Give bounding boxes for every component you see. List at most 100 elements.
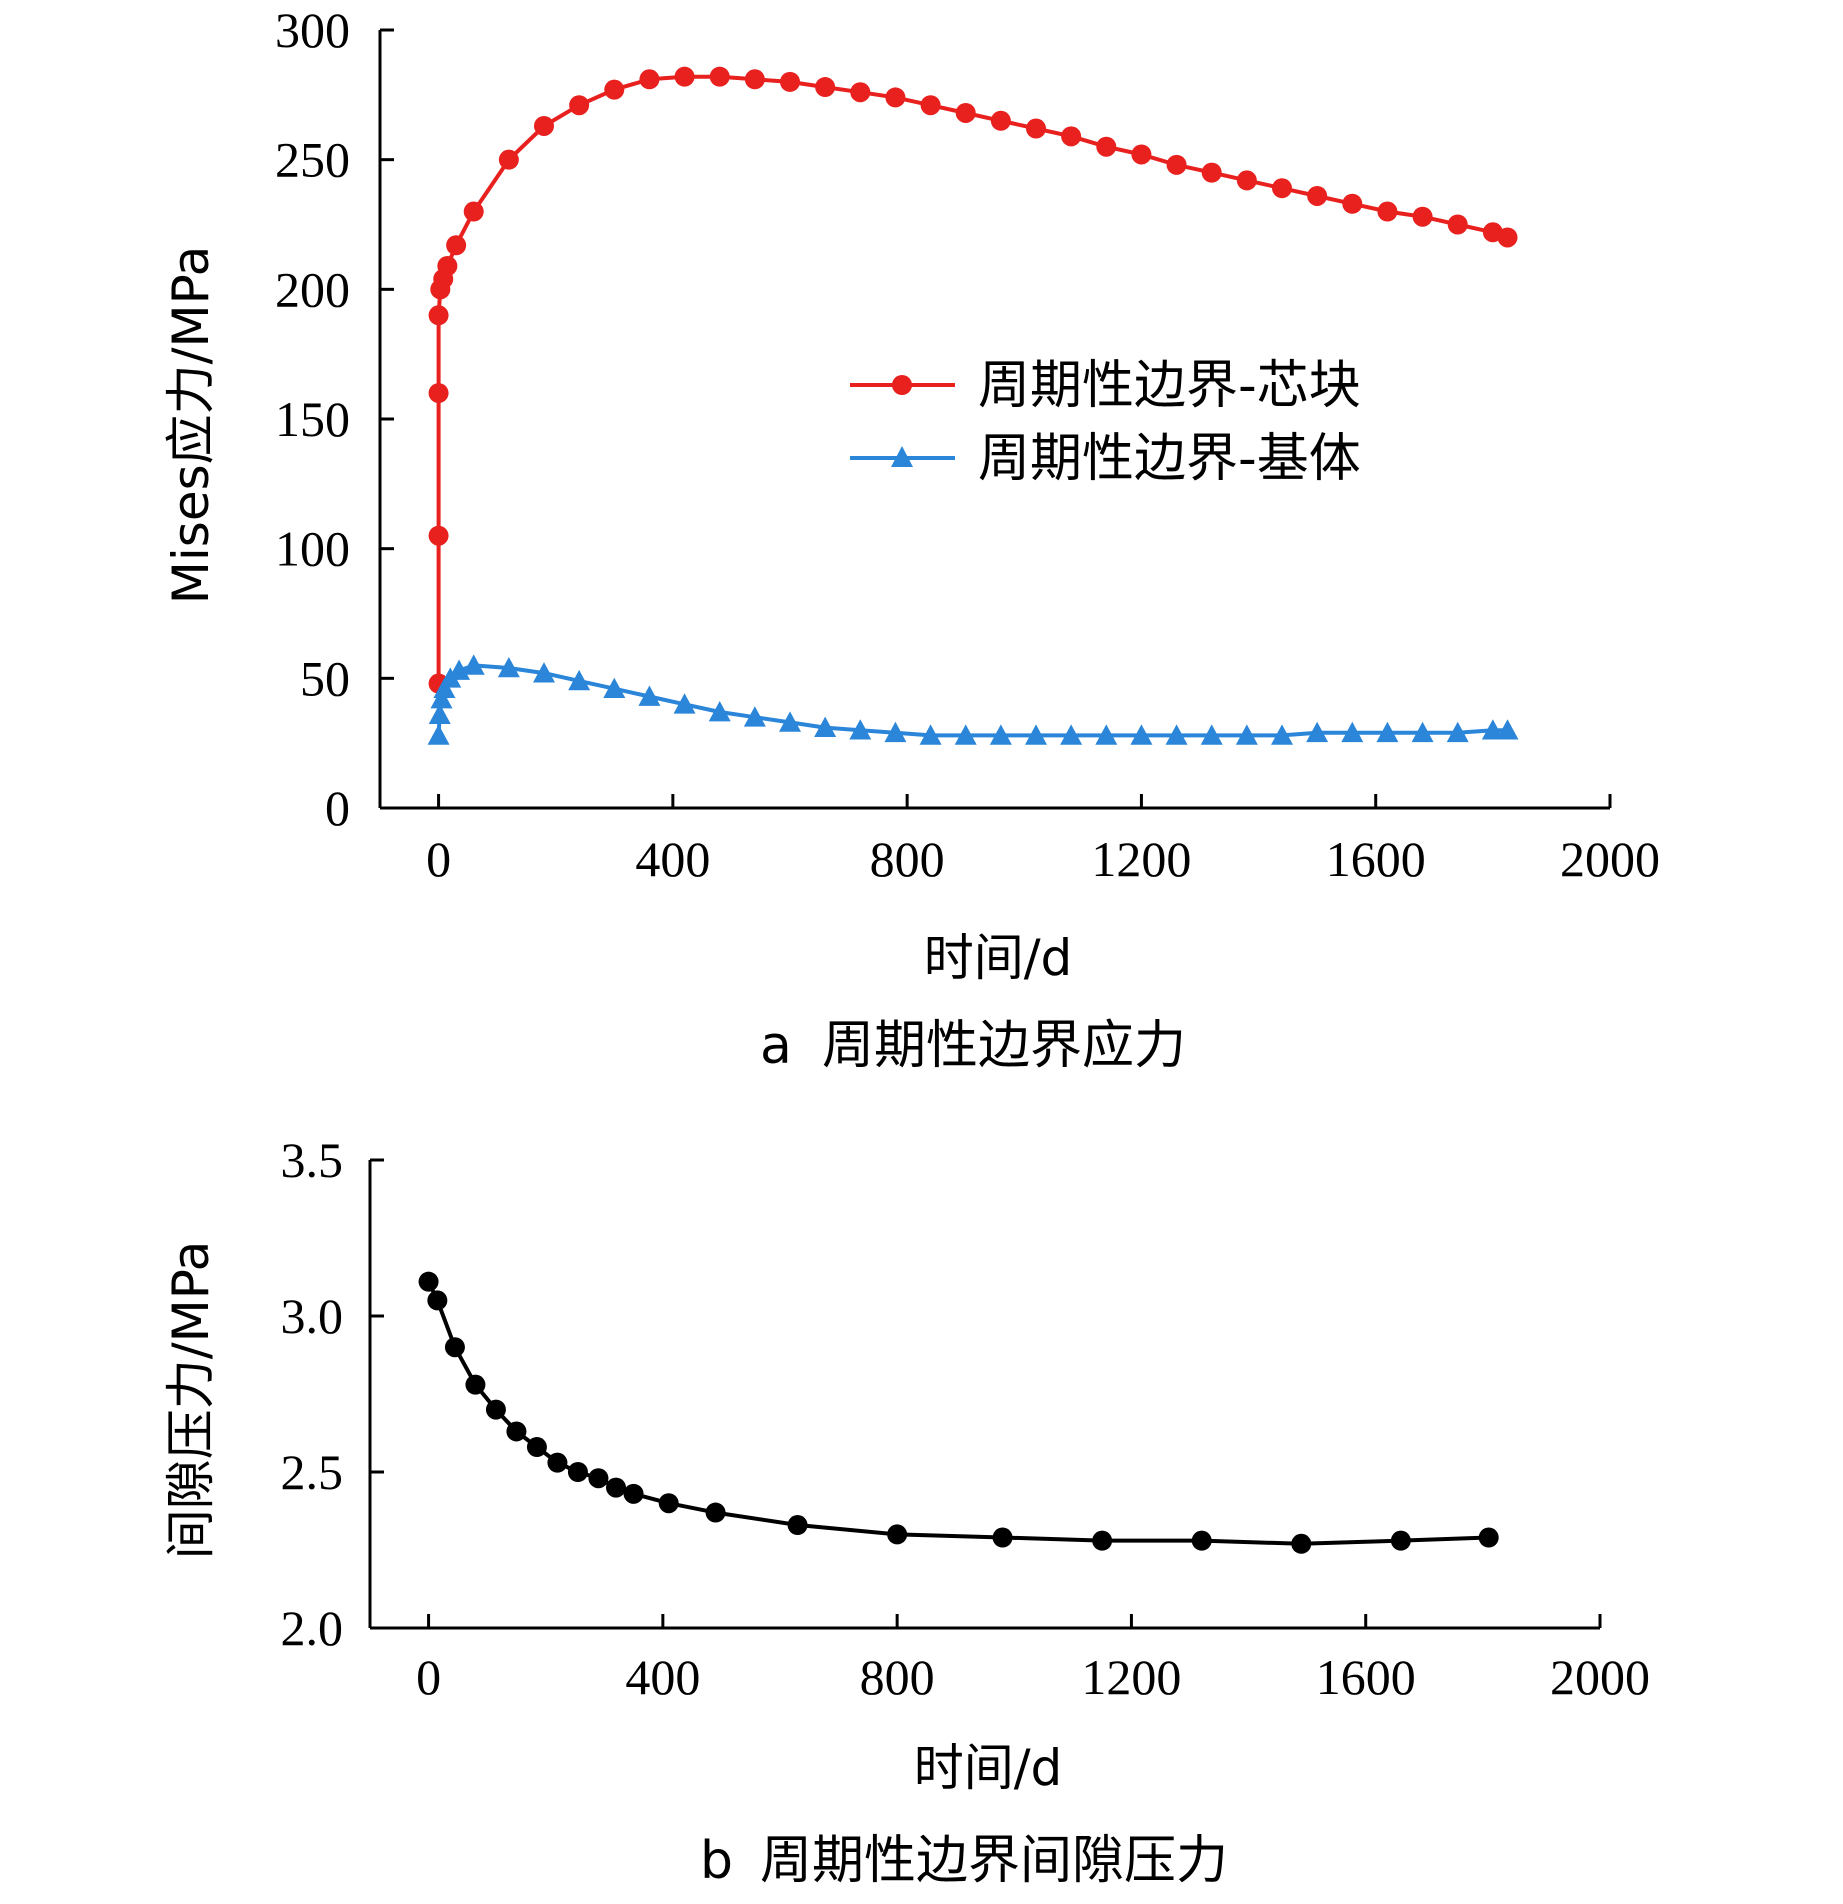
data-point <box>427 1290 448 1311</box>
y-tick-label: 50 <box>300 650 350 706</box>
data-point <box>465 1374 486 1395</box>
data-point <box>1377 201 1398 222</box>
data-point <box>1291 1533 1312 1554</box>
data-point <box>1341 721 1364 743</box>
data-point <box>418 1271 439 1292</box>
data-point <box>446 235 467 256</box>
data-point <box>588 1468 609 1489</box>
legend-core-marker <box>892 375 912 395</box>
data-point <box>1095 724 1118 745</box>
data-point <box>1026 118 1046 139</box>
data-point <box>1061 126 1082 147</box>
data-point <box>428 305 449 326</box>
data-point <box>1446 721 1469 743</box>
data-point <box>604 79 625 100</box>
chart-panel-a: 0 400 800 1200 1600 2000 0 50 100 150 200 250 300 Mi… <box>162 2 1660 1076</box>
legend-matrix-label: 周期性边界-基体 <box>978 429 1361 489</box>
data-point <box>744 69 765 90</box>
y-tick-label: 3.0 <box>281 1288 344 1344</box>
data-point <box>547 1452 568 1473</box>
y-tick-label: 100 <box>275 521 350 577</box>
x-tick-label: 1200 <box>1091 831 1191 887</box>
data-point <box>814 716 837 737</box>
x-tick-label: 2000 <box>1550 1649 1650 1705</box>
data-point <box>885 87 906 108</box>
data-point <box>606 1477 626 1498</box>
data-point <box>1412 206 1433 227</box>
data-point <box>569 95 590 116</box>
data-point <box>1447 214 1468 235</box>
data-point <box>1497 227 1518 248</box>
x-tick-label: 2000 <box>1560 831 1660 887</box>
data-point <box>1342 193 1363 214</box>
y-tick-label: 150 <box>275 391 350 447</box>
legend-item-matrix: 周期性边界-基体 <box>850 429 1361 489</box>
data-point <box>705 1502 726 1523</box>
data-point <box>709 66 730 87</box>
y-tick-label: 2.0 <box>281 1600 344 1656</box>
data-point <box>954 724 977 745</box>
panel-b-caption: b 周期性边界间隙压力 <box>700 1831 1228 1891</box>
data-point <box>603 677 626 699</box>
data-point <box>506 1421 527 1442</box>
data-point <box>437 255 458 276</box>
data-point <box>448 659 471 680</box>
data-point <box>639 69 660 90</box>
data-point <box>1496 719 1519 740</box>
x-tick-label: 1200 <box>1081 1649 1181 1705</box>
panel-a-axes: 0 400 800 1200 1600 2000 0 50 100 150 200 250 300 <box>275 2 1660 887</box>
data-point <box>743 706 766 727</box>
x-tick-label: 0 <box>426 831 451 887</box>
data-point <box>498 149 519 170</box>
data-point <box>638 685 661 706</box>
data-point <box>1130 724 1153 745</box>
data-point <box>674 66 695 87</box>
y-tick-label: 200 <box>275 261 350 317</box>
series-line-1 <box>436 663 1508 738</box>
data-point <box>887 1524 908 1545</box>
data-point <box>567 1462 588 1482</box>
data-point <box>497 656 520 678</box>
y-tick-label: 0 <box>325 780 350 836</box>
panel-b-caption-text: 周期性边界间隙压力 <box>760 1831 1228 1891</box>
data-point <box>1201 162 1222 183</box>
data-point <box>1376 721 1399 743</box>
data-point <box>1025 724 1047 745</box>
data-point <box>463 201 484 222</box>
legend-item-core: 周期性边界-芯块 <box>850 356 1361 416</box>
data-point <box>992 1527 1013 1548</box>
panel-b-caption-label: b <box>700 1831 733 1891</box>
data-point <box>1271 724 1293 745</box>
x-tick-label: 800 <box>870 831 945 887</box>
y-tick-label: 3.5 <box>281 1132 344 1188</box>
panel-b-x-axis-title: 时间/d <box>914 1739 1063 1797</box>
panel-a-caption: a 周期性边界应力 <box>760 1016 1186 1076</box>
data-point <box>1478 1527 1499 1548</box>
panel-b-axes: 0 400 800 1200 1600 2000 2.0 2.5 3.0 3.5 <box>281 1132 1651 1705</box>
data-point <box>1390 1530 1411 1551</box>
x-tick-label: 0 <box>416 1649 441 1705</box>
data-point <box>1481 719 1504 740</box>
data-point <box>1191 1530 1212 1551</box>
data-point <box>849 719 872 740</box>
data-point <box>1306 721 1329 743</box>
panel-b-y-axis-title: 间隙压力/MPa <box>162 1241 220 1560</box>
data-point <box>1131 144 1152 165</box>
data-point <box>428 525 449 546</box>
x-tick-label: 1600 <box>1316 1649 1416 1705</box>
data-point <box>623 1483 644 1504</box>
x-tick-label: 800 <box>860 1649 935 1705</box>
data-point <box>430 688 453 709</box>
y-tick-label: 2.5 <box>281 1444 344 1500</box>
panel-a-caption-label: a <box>760 1016 792 1076</box>
data-point <box>990 110 1011 131</box>
chart-panel-b: 0 400 800 1200 1600 2000 2.0 2.5 3.0 3.5 间隙压力/MPa… <box>162 1132 1650 1891</box>
legend-matrix-marker <box>891 446 913 467</box>
data-point <box>815 77 836 98</box>
data-point <box>920 95 941 116</box>
data-point <box>955 102 976 123</box>
data-point <box>427 724 450 745</box>
x-tick-label: 400 <box>635 831 710 887</box>
data-point <box>1165 724 1188 745</box>
